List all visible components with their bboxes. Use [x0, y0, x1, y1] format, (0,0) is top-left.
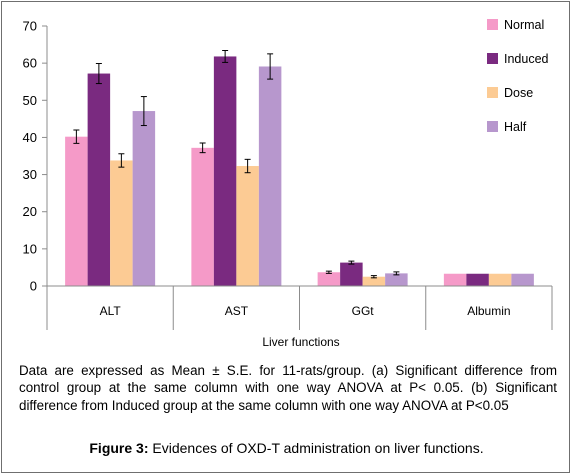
y-tick-label: 0 — [30, 279, 37, 294]
x-tick-label: ALT — [100, 304, 122, 318]
bar-dose-albumin — [488, 273, 512, 286]
bar-induced-ggt — [340, 262, 363, 286]
legend-swatch-normal — [487, 19, 498, 30]
figure-note: Data are expressed as Mean ± S.E. for 11… — [19, 363, 557, 413]
figure-caption: Figure 3: Evidences of OXD-T administrat… — [0, 440, 573, 456]
bar-induced-albumin — [466, 273, 489, 286]
y-axis: 0 10 20 30 40 50 60 70 — [23, 19, 48, 294]
bar-induced-alt — [87, 73, 111, 287]
caption-label: Figure 3: — [89, 440, 149, 456]
x-tick-label: AST — [225, 304, 249, 318]
y-tick-label: 40 — [23, 130, 37, 145]
bar-chart: 0 10 20 30 40 50 60 70 ALT AST GGt Albumin Normal I… — [23, 18, 553, 349]
legend-label-dose: Dose — [504, 86, 533, 100]
bar-induced-ast — [213, 56, 237, 287]
bar-normal-ggt — [317, 272, 341, 286]
y-tick-label: 20 — [23, 204, 37, 219]
legend-swatch-half — [487, 121, 498, 132]
y-tick-label: 10 — [23, 241, 37, 256]
bar-normal-ast — [191, 147, 214, 286]
y-tick-label: 70 — [23, 19, 37, 34]
legend-swatch-induced — [487, 53, 498, 64]
bar-half-ggt — [385, 273, 408, 286]
legend-label-half: Half — [504, 120, 527, 134]
x-tick-label: GGt — [352, 304, 375, 318]
x-axis: ALT AST GGt Albumin — [46, 285, 553, 330]
caption-text: Evidences of OXD-T administration on liv… — [148, 440, 484, 456]
y-tick-label: 50 — [23, 93, 37, 108]
legend-label-normal: Normal — [504, 18, 544, 32]
y-tick-label: 60 — [23, 56, 37, 71]
bar-dose-ggt — [362, 276, 386, 286]
bars — [65, 50, 534, 287]
bar-dose-ast — [236, 166, 259, 286]
bar-normal-alt — [65, 136, 88, 286]
bar-half-alt — [132, 111, 156, 286]
bar-half-ast — [258, 66, 282, 286]
bar-half-albumin — [511, 273, 534, 286]
legend-label-induced: Induced — [504, 52, 549, 66]
bar-normal-albumin — [443, 273, 467, 286]
bar-dose-alt — [110, 160, 133, 286]
legend: Normal Induced Dose Half — [487, 18, 549, 134]
x-tick-label: Albumin — [467, 304, 510, 318]
x-axis-label: Liver functions — [262, 335, 339, 349]
legend-swatch-dose — [487, 87, 498, 98]
y-tick-label: 30 — [23, 167, 37, 182]
